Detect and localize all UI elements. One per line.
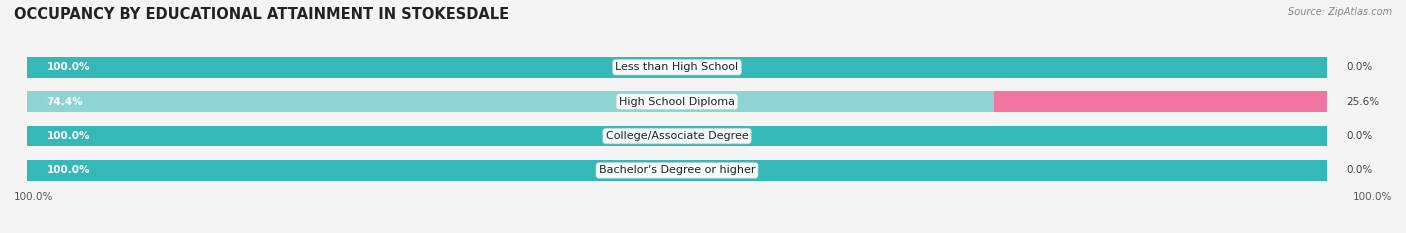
Bar xyxy=(27,126,1327,146)
Text: 25.6%: 25.6% xyxy=(1347,97,1379,107)
Text: College/Associate Degree: College/Associate Degree xyxy=(606,131,748,141)
Text: 100.0%: 100.0% xyxy=(1353,192,1392,202)
Text: 0.0%: 0.0% xyxy=(1347,131,1372,141)
Text: Bachelor's Degree or higher: Bachelor's Degree or higher xyxy=(599,165,755,175)
Bar xyxy=(27,126,1327,146)
Text: High School Diploma: High School Diploma xyxy=(619,97,735,107)
Text: Source: ZipAtlas.com: Source: ZipAtlas.com xyxy=(1288,7,1392,17)
Text: 100.0%: 100.0% xyxy=(46,62,90,72)
Text: 100.0%: 100.0% xyxy=(14,192,53,202)
Text: 0.0%: 0.0% xyxy=(1347,165,1372,175)
Text: OCCUPANCY BY EDUCATIONAL ATTAINMENT IN STOKESDALE: OCCUPANCY BY EDUCATIONAL ATTAINMENT IN S… xyxy=(14,7,509,22)
Text: 100.0%: 100.0% xyxy=(46,131,90,141)
Bar xyxy=(27,160,1327,181)
Bar xyxy=(27,160,1327,181)
Bar xyxy=(27,57,1327,78)
Bar xyxy=(27,91,994,112)
Text: 0.0%: 0.0% xyxy=(1347,62,1372,72)
Bar xyxy=(27,57,1327,78)
Text: 100.0%: 100.0% xyxy=(46,165,90,175)
Text: 74.4%: 74.4% xyxy=(46,97,83,107)
Bar xyxy=(27,91,1327,112)
Legend: Owner-occupied, Renter-occupied: Owner-occupied, Renter-occupied xyxy=(581,231,825,233)
Bar xyxy=(994,91,1327,112)
Text: Less than High School: Less than High School xyxy=(616,62,738,72)
